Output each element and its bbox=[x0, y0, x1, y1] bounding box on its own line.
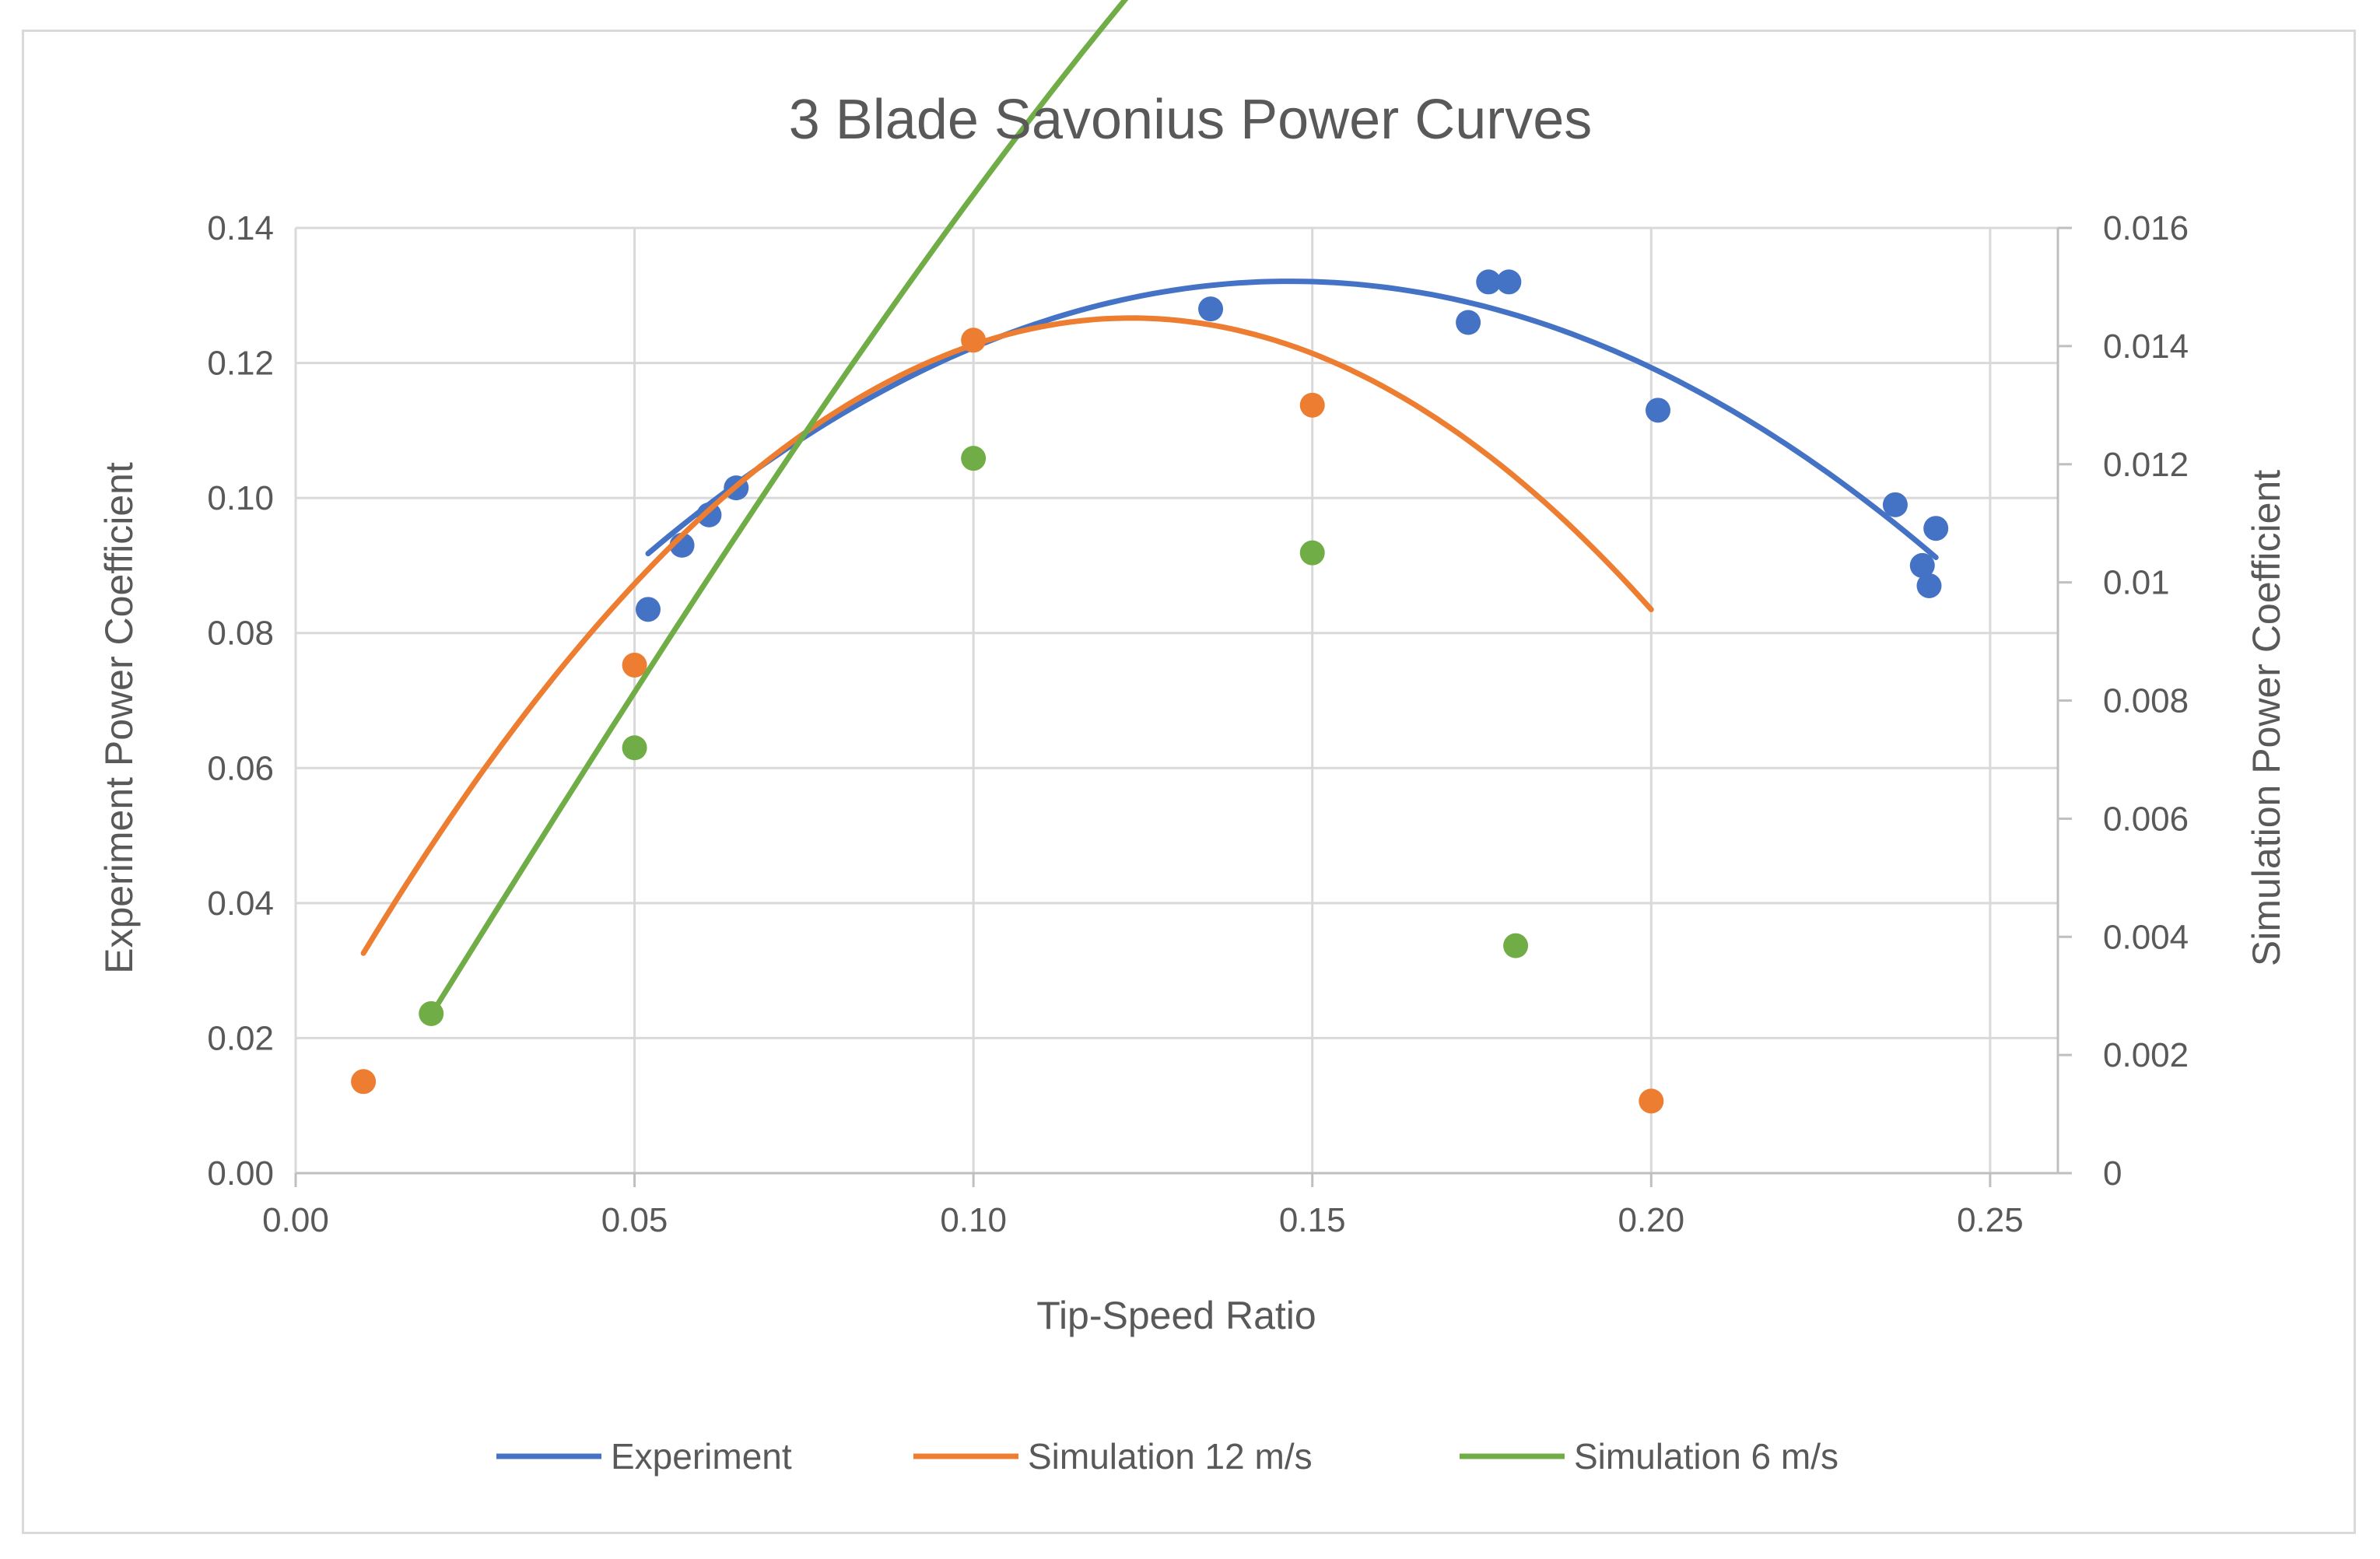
point-experiment bbox=[1923, 516, 1949, 541]
chart-title: 3 Blade Savonius Power Curves bbox=[789, 89, 1593, 151]
x-tick-label: 0.15 bbox=[1279, 1201, 1346, 1239]
legend-item-simulation-12: Simulation 12 m/s bbox=[913, 1436, 1313, 1477]
point-experiment bbox=[1916, 573, 1942, 598]
y2-axis-title: Simulation Power Coefficient bbox=[2245, 470, 2288, 966]
legend-label-simulation-6: Simulation 6 m/s bbox=[1574, 1436, 1838, 1477]
axis-layer: 0.00 0.02 0.04 0.06 0.08 0.10 0.12 0.14 0.00 0.05… bbox=[207, 209, 2189, 1239]
y2-tick-label: 0 bbox=[2103, 1154, 2122, 1193]
point-simulation-6-m-s bbox=[419, 1000, 444, 1026]
legend: Experiment Simulation 12 m/s Simulation … bbox=[496, 1436, 1838, 1477]
trendline-simulation-12-m-s bbox=[360, 315, 1654, 956]
point-experiment bbox=[1198, 296, 1224, 322]
chart-frame bbox=[22, 30, 2356, 1534]
x-axis-title: Tip-Speed Ratio bbox=[1036, 1294, 1316, 1337]
point-experiment bbox=[1882, 492, 1908, 517]
legend-item-experiment: Experiment bbox=[496, 1436, 792, 1477]
y-tick-label: 0.10 bbox=[207, 479, 274, 517]
point-simulation-6-m-s bbox=[622, 735, 647, 761]
point-simulation-12-m-s bbox=[1299, 392, 1325, 418]
point-experiment bbox=[1456, 310, 1481, 335]
legend-label-experiment: Experiment bbox=[611, 1436, 792, 1477]
point-simulation-6-m-s bbox=[1299, 540, 1325, 566]
y2-tick-label: 0.012 bbox=[2103, 446, 2189, 484]
y2-tick-label: 0.014 bbox=[2103, 328, 2189, 366]
y-tick-label: 0.04 bbox=[207, 885, 274, 923]
x-tick-label: 0.25 bbox=[1957, 1201, 2024, 1239]
trendline-simulation-6-m-s bbox=[428, 0, 1129, 1018]
point-simulation-12-m-s bbox=[351, 1069, 377, 1095]
point-simulation-6-m-s bbox=[961, 446, 987, 471]
point-experiment bbox=[1496, 269, 1522, 295]
y2-tick-label: 0.004 bbox=[2103, 918, 2189, 956]
point-experiment bbox=[1476, 269, 1502, 295]
y-axis-title: Experiment Power Coefficient bbox=[97, 462, 141, 974]
x-tick-label: 0.05 bbox=[601, 1201, 668, 1239]
point-simulation-6-m-s bbox=[1503, 933, 1529, 958]
x-tick-label: 0.00 bbox=[262, 1201, 329, 1239]
y2-tick-label: 0.016 bbox=[2103, 209, 2189, 247]
x-tick-label: 0.20 bbox=[1618, 1201, 1684, 1239]
point-simulation-12-m-s bbox=[961, 328, 987, 353]
y-tick-label: 0.02 bbox=[207, 1019, 274, 1057]
series-layer bbox=[351, 0, 1949, 1114]
y-tick-label: 0.00 bbox=[207, 1154, 274, 1193]
y2-tick-label: 0.008 bbox=[2103, 682, 2189, 720]
y-tick-label: 0.12 bbox=[207, 345, 274, 383]
point-experiment bbox=[636, 597, 661, 622]
x-tick-label: 0.10 bbox=[940, 1201, 1007, 1239]
point-simulation-12-m-s bbox=[622, 652, 647, 678]
point-experiment bbox=[1909, 552, 1935, 578]
y2-tick-label: 0.01 bbox=[2103, 564, 2170, 602]
point-experiment bbox=[1646, 398, 1671, 423]
point-experiment bbox=[696, 502, 722, 527]
y2-tick-label: 0.002 bbox=[2103, 1036, 2189, 1074]
legend-item-simulation-6: Simulation 6 m/s bbox=[1460, 1436, 1838, 1477]
legend-label-simulation-12: Simulation 12 m/s bbox=[1028, 1436, 1313, 1477]
grid-layer bbox=[296, 226, 2058, 1173]
y-tick-label: 0.08 bbox=[207, 615, 274, 653]
y2-tick-label: 0.006 bbox=[2103, 800, 2189, 838]
y-tick-label: 0.14 bbox=[207, 209, 274, 247]
point-simulation-12-m-s bbox=[1639, 1088, 1664, 1114]
trendline-experiment bbox=[645, 279, 1939, 560]
y-tick-label: 0.06 bbox=[207, 749, 274, 787]
